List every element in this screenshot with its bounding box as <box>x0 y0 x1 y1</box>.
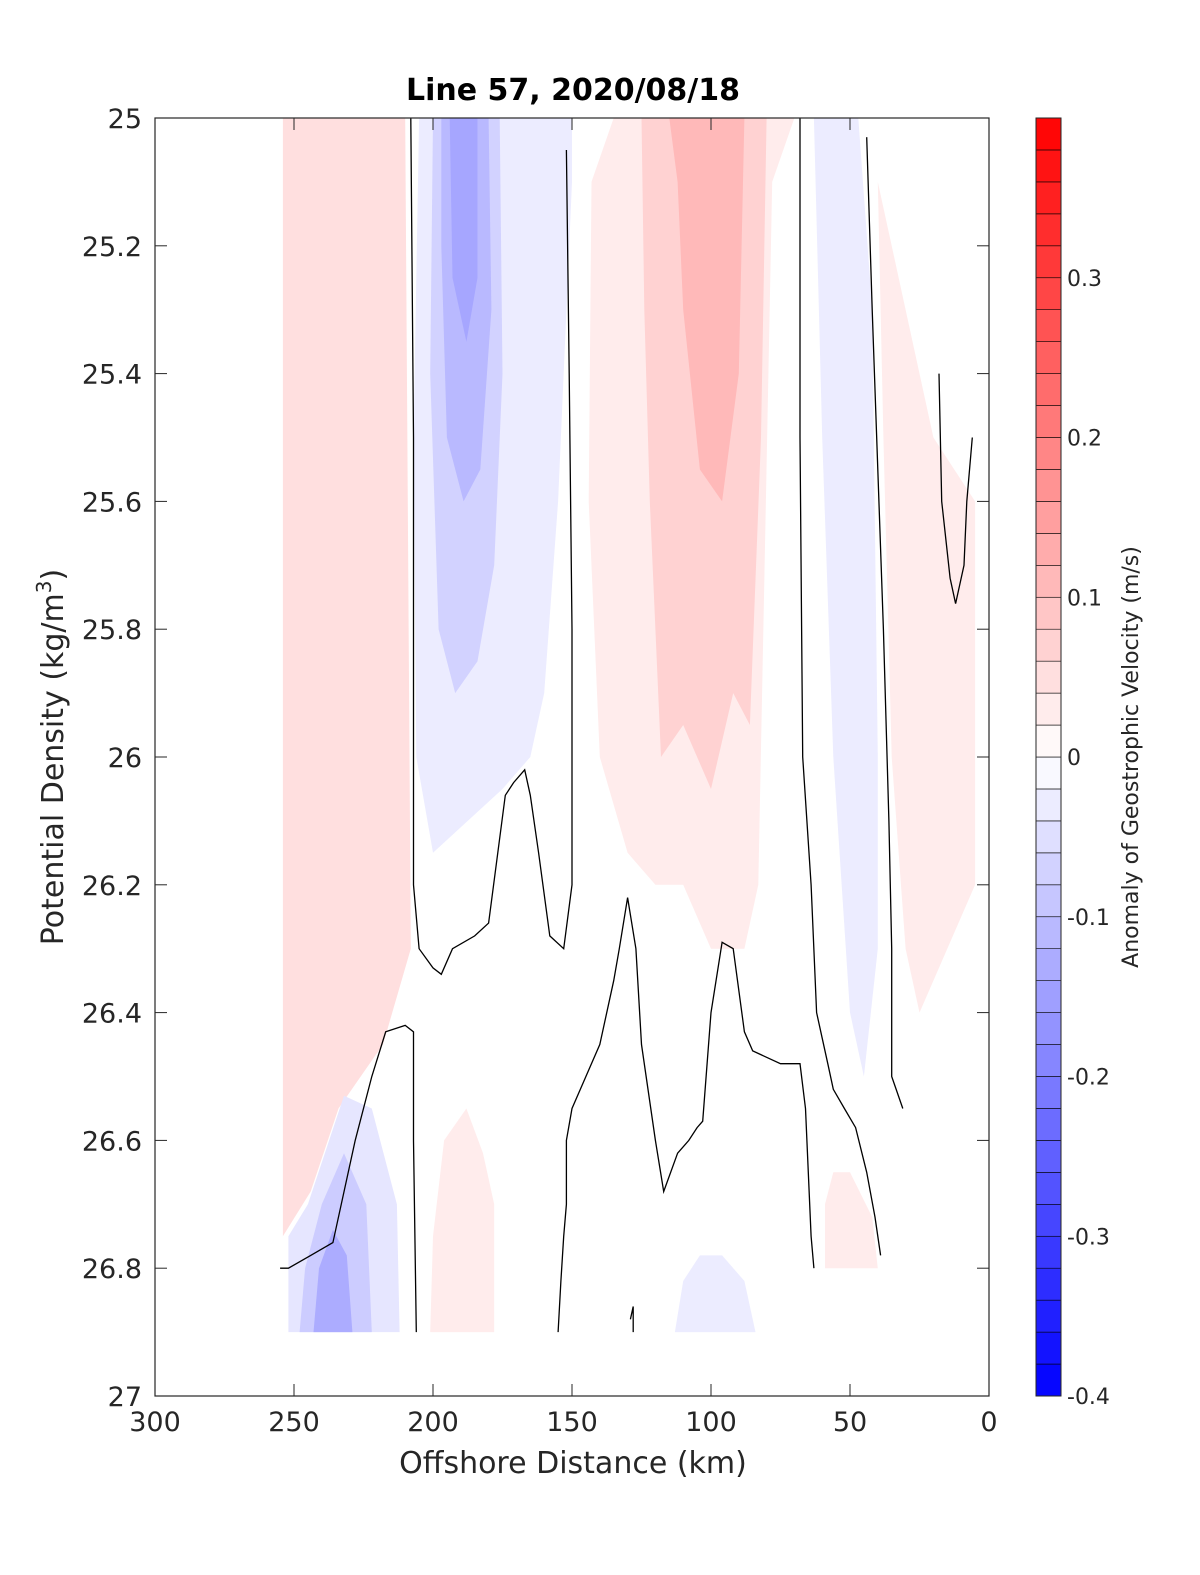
colorbar-band <box>1035 980 1062 1013</box>
colorbar-tick-label: 0.1 <box>1067 586 1102 611</box>
colorbar-band <box>1035 149 1062 183</box>
contour-region <box>669 118 745 502</box>
colorbar-bands <box>1035 117 1062 1397</box>
colorbar-band <box>1035 309 1062 342</box>
zero-contour-line <box>410 118 573 976</box>
y-tick-label: 25 <box>108 104 142 135</box>
y-tick-label: 26.8 <box>82 1254 142 1285</box>
colorbar-band <box>1035 948 1062 981</box>
y-axis-label-exponent: 3 <box>32 580 56 593</box>
colorbar-band <box>1035 1299 1062 1333</box>
colorbar-tick-label: -0.1 <box>1067 906 1110 931</box>
colorbar-band <box>1035 277 1062 311</box>
contour-region <box>282 118 411 1237</box>
colorbar-band <box>1035 1235 1062 1269</box>
contour-region <box>825 1172 878 1269</box>
contour-fills <box>282 118 976 1333</box>
colorbar-band <box>1035 213 1062 247</box>
contour-region <box>813 118 878 1077</box>
colorbar-band <box>1035 724 1062 758</box>
contour-region <box>674 1255 756 1333</box>
colorbar-band <box>1035 788 1062 822</box>
contour-region <box>877 181 976 1013</box>
colorbar-band <box>1035 1108 1062 1141</box>
zero-contour-line <box>280 1024 417 1333</box>
colorbar-band <box>1035 245 1062 279</box>
colorbar-band <box>1035 1044 1062 1077</box>
colorbar-band <box>1035 692 1062 726</box>
chart-title: Line 57, 2020/08/18 <box>406 73 740 108</box>
x-tick-label: 50 <box>833 1407 867 1438</box>
x-axis-label: Offshore Distance (km) <box>399 1446 747 1481</box>
y-axis-label: Potential Density (kg/m3) <box>32 569 71 945</box>
colorbar-tick-label: 0.2 <box>1067 427 1102 452</box>
colorbar-band <box>1035 341 1062 374</box>
y-tick-label: 26.6 <box>82 1126 142 1157</box>
colorbar-band <box>1035 852 1062 886</box>
colorbar-tick-label: 0 <box>1067 746 1081 771</box>
y-axis-label-close: ) <box>36 569 71 581</box>
y-tick-label: 26.2 <box>82 871 142 902</box>
y-axis-label-main: Potential Density (kg/m <box>36 593 71 945</box>
colorbar-band <box>1035 469 1062 502</box>
x-tick-label: 200 <box>407 1407 459 1438</box>
y-tick-label: 26.4 <box>82 999 142 1030</box>
colorbar-tick-label: 0.3 <box>1067 267 1102 292</box>
colorbar-band <box>1035 1076 1062 1109</box>
colorbar-band <box>1035 564 1062 598</box>
colorbar-band <box>1035 533 1062 566</box>
x-tick-label: 100 <box>685 1407 737 1438</box>
colorbar-band <box>1035 181 1062 215</box>
colorbar-band <box>1035 756 1062 790</box>
colorbar-band <box>1035 1363 1062 1397</box>
colorbar-band <box>1035 501 1062 534</box>
colorbar: -0.4 -0.3 -0.2 -0.1 0 0.1 0.2 0.3 Anomaly of Ge… <box>1035 117 1144 1410</box>
zero-contour-line <box>629 1306 634 1333</box>
x-tick-label: 150 <box>546 1407 598 1438</box>
colorbar-band <box>1035 405 1062 438</box>
colorbar-band <box>1035 1204 1062 1237</box>
plot-area: 300 250 200 150 100 50 0 2525.225.425.625.8262… <box>82 104 998 1438</box>
colorbar-tick-label: -0.4 <box>1067 1385 1110 1410</box>
y-axis: 25 25.2 25.4 25.6 25.8 26 26.2 26.4 26.6 26.8 27 <box>82 104 989 1413</box>
colorbar-band <box>1035 1140 1062 1173</box>
y-tick-label: 25.6 <box>82 487 142 518</box>
colorbar-band <box>1035 1267 1062 1301</box>
zero-contour-line <box>866 137 904 1109</box>
colorbar-tick-label: -0.3 <box>1067 1225 1110 1250</box>
colorbar-band <box>1035 437 1062 470</box>
colorbar-tick-label: -0.2 <box>1067 1066 1110 1091</box>
colorbar-band <box>1035 373 1062 406</box>
colorbar-band <box>1035 596 1062 630</box>
zero-contour-line <box>799 118 882 1256</box>
zero-contour-line <box>557 897 815 1333</box>
x-tick-label: 0 <box>980 1407 997 1438</box>
x-tick-label: 250 <box>268 1407 320 1438</box>
contour-region <box>449 118 478 342</box>
y-tick-label: 26 <box>108 743 142 774</box>
colorbar-label: Anomaly of Geostrophic Velocity (m/s) <box>1119 546 1144 968</box>
colorbar-band <box>1035 1172 1062 1205</box>
colorbar-band <box>1035 660 1062 694</box>
contour-region <box>430 1108 495 1333</box>
colorbar-band <box>1035 1331 1062 1365</box>
zero-contour-line <box>938 373 973 604</box>
x-axis: 300 250 200 150 100 50 0 <box>129 118 998 1438</box>
colorbar-frame <box>1035 117 1062 1397</box>
y-tick-label: 27 <box>108 1382 142 1413</box>
colorbar-band <box>1035 117 1062 151</box>
contour-region <box>313 1229 353 1333</box>
zero-contour-lines <box>280 118 973 1333</box>
colorbar-band <box>1035 628 1062 662</box>
colorbar-band <box>1035 884 1062 918</box>
y-tick-label: 25.2 <box>82 232 142 263</box>
colorbar-band <box>1035 1012 1062 1045</box>
y-tick-label: 25.4 <box>82 360 142 391</box>
x-tick-label: 300 <box>129 1407 181 1438</box>
colorbar-band <box>1035 820 1062 854</box>
colorbar-ticks: -0.4 -0.3 -0.2 -0.1 0 0.1 0.2 0.3 <box>1067 267 1110 1410</box>
colorbar-band <box>1035 916 1062 950</box>
y-tick-label: 25.8 <box>82 615 142 646</box>
